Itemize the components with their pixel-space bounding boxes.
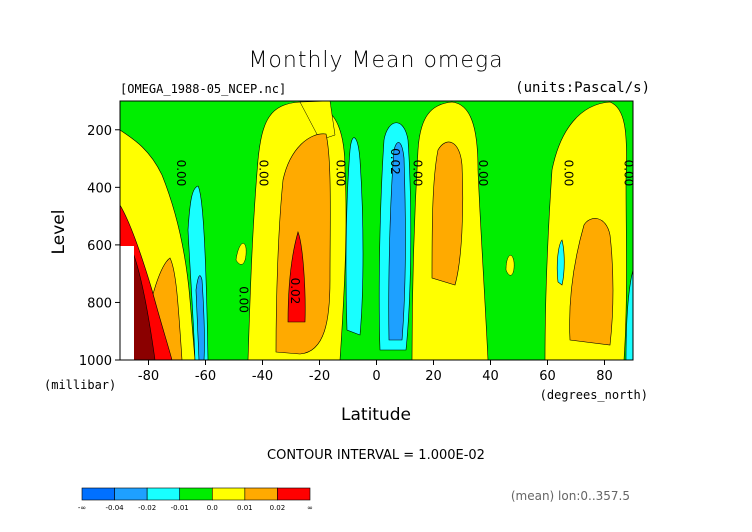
colorbar-label: -0.04 [106,504,125,512]
y-axis-unit: (millibar) [44,378,116,392]
colorbar-swatch [114,487,148,501]
y-axis-label: Level [49,210,69,255]
contour-label: 0.00 [174,160,188,187]
colorbar-swatch [81,487,115,501]
x-tick-label: 40 [482,369,499,384]
y-tick-label: 200 [87,124,112,139]
colorbar-swatch [146,487,181,501]
pocket-yellow-1 [235,243,247,265]
y-tick-label: 600 [87,239,112,254]
x-axis-unit: (degrees_north) [540,388,648,402]
colorbar-swatch [179,487,213,501]
x-tick-label: -60 [195,369,216,384]
x-tick-label: 80 [596,369,613,384]
colorbar-swatch [277,487,311,501]
y-tick-label: 400 [87,181,112,196]
contour-label: 0.00 [621,160,635,187]
contour-interval-text: CONTOUR INTERVAL = 1.000E-02 [267,448,485,463]
band-cyan-eq-a [345,137,364,336]
colorbar-swatch [211,487,246,501]
contour-label: 0.00 [411,160,425,187]
band-blue-south [195,275,205,360]
contour-label: 0.00 [257,160,271,187]
contour-label: 0.00 [476,160,490,187]
x-tick-label: 0 [372,369,380,384]
colorbar-label: 0.01 [237,504,253,512]
x-tick-label: 60 [539,369,556,384]
x-tick-label: -20 [309,369,330,384]
colorbar-label: -0.01 [171,504,189,512]
chart-title: Monthly Mean omega [248,48,504,73]
contour-label: 0.00 [562,160,576,187]
colorbar-label: -∞ [78,504,86,512]
contour-label: 0.02 [388,148,402,175]
x-tick-label: -80 [138,369,159,384]
y-tick-label: 1000 [79,354,112,369]
pocket-yellow-2 [505,255,515,276]
footer-text: (mean) lon:0..357.5 [511,489,630,503]
x-tick-label: 20 [425,369,442,384]
colorbar-label: ∞ [307,504,313,512]
colorbar-label: -0.02 [138,504,156,512]
band-cyan-north [556,239,565,286]
contour-labels: 0.00 0.00 0.00 0.02 0.00 0.00 0.00 0.00 0.00 0.02 [174,148,635,313]
y-tick-label: 800 [87,296,112,311]
contour-fields [120,101,633,360]
x-axis-label: Latitude [341,405,411,425]
colorbar-label: 0.02 [270,504,286,512]
x-tick-label: -40 [252,369,273,384]
band-orange-north [569,218,614,346]
x-axis: -80 -60 -40 -20 0 20 40 60 80 [138,360,613,384]
band-orange-eq [431,141,464,286]
contour-label: 0.00 [237,286,251,313]
source-file-label: [OMEGA_1988-05_NCEP.nc] [120,82,287,96]
missing-data-region [120,246,134,360]
core-red-mid [287,231,306,323]
contour-label: 0.00 [334,160,348,187]
band-blue-eq [388,142,406,341]
colorbar-label: 0.0 [207,504,218,512]
y-axis: 200 400 600 800 1000 [79,124,120,369]
contour-label: 0.02 [288,278,302,305]
colorbar: -∞ -0.04 -0.02 -0.01 0.0 0.01 0.02 ∞ [78,487,313,512]
colorbar-swatch [244,487,278,501]
units-label: (units:Pascal/s) [515,80,650,96]
